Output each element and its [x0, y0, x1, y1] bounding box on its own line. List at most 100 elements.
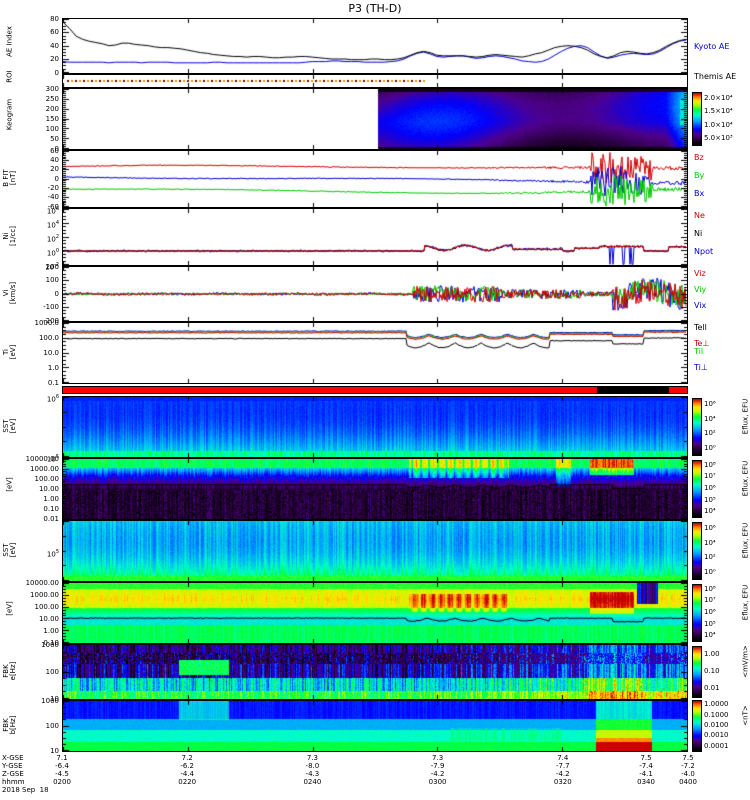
panel-canvas-ti: [63, 323, 687, 383]
panel-fbk-b: [62, 700, 688, 752]
xaxis-row-label-4: 2018 Sep 18: [2, 786, 49, 794]
xaxis-row-label-0: X-GSE: [2, 754, 24, 762]
panel-ti: [62, 322, 688, 384]
ylabel-b-fit: B FIT [nT]: [2, 169, 17, 187]
colorbar-label-esa-e-cb: Eflux, EFU: [741, 460, 750, 497]
ytick-b-fit-1: 40: [50, 155, 59, 164]
xaxis-tick-2-Z-GSE: -4.3: [305, 770, 320, 778]
ytick-vi-4: -200: [43, 316, 59, 325]
panel-canvas-ae-index: [63, 19, 687, 73]
ytick-sst-i-0: 105: [46, 548, 59, 558]
colorbar-keogram-cb: [692, 92, 702, 146]
panel-canvas-sst-e: [63, 397, 687, 457]
xaxis-tick-6-Z-GSE: -4.0: [681, 770, 695, 778]
ytick-vi-3: -100: [43, 303, 59, 311]
ytick-esa-i-5: 0.10: [43, 638, 59, 647]
legend-ni-1: Ni: [694, 229, 703, 238]
xaxis-row-label-3: hhmm: [2, 778, 25, 786]
panel-redbar: [62, 386, 688, 394]
ytick-sst-e-0: 106: [46, 393, 59, 403]
colorbar-sst-i-cb: [692, 522, 702, 580]
ytick-esa-e-1: 1000.00: [30, 464, 59, 473]
colorbar-tick-sst-e-cb-2: 10²: [704, 429, 716, 438]
ytick-ni-0: 106: [46, 205, 59, 215]
ytick-b-fit-2: 20: [50, 165, 59, 174]
xaxis-tick-6-hhmm: 0400: [679, 778, 697, 786]
colorbar-canvas-sst-i-cb: [693, 523, 701, 579]
ytick-esa-i-3: 10.00: [38, 614, 59, 623]
xaxis-tick-3-Z-GSE: -4.2: [430, 770, 445, 778]
xaxis-tick-3-Y-GSE: -7.9: [430, 762, 445, 770]
xaxis-tick-1-hhmm: 0220: [178, 778, 197, 786]
xaxis-tick-0-Z-GSE: -4.5: [55, 770, 69, 778]
legend-ti-1: Te⊥: [694, 339, 710, 348]
xaxis-tick-4-Z-GSE: -4.2: [555, 770, 570, 778]
colorbar-esa-i-cb: [692, 584, 702, 642]
ytick-esa-i-0: 10000.00: [25, 578, 59, 587]
ytick-b-fit-5: -40: [47, 193, 59, 202]
legend-vi-1: Viy: [694, 285, 707, 294]
legend-ae-index-1: Themis AE: [694, 72, 737, 81]
ylabel-esa-i: [eV]: [5, 601, 14, 616]
panel-canvas-b-fit: [63, 151, 687, 207]
legend-vi-2: Vix: [694, 301, 707, 310]
colorbar-label-fbk-e-cb: <mV/m>: [741, 645, 750, 678]
ytick-ae-index-0: 80: [50, 14, 59, 23]
ytick-ni-3: 100: [46, 247, 59, 257]
ylabel-sst-e: SST [eV]: [2, 418, 17, 434]
ytick-esa-i-2: 100.00: [34, 602, 60, 611]
panel-sst-e: [62, 396, 688, 458]
colorbar-tick-esa-i-cb-4: 10⁴: [704, 631, 716, 640]
ytick-fbk-e-1: 100: [45, 667, 59, 676]
panel-canvas-roi: [63, 75, 687, 87]
ytick-sst-e-1: 105: [46, 453, 59, 463]
colorbar-label-fbk-b-cb: <nT>: [741, 705, 750, 726]
ytick-keogram-1: 250: [45, 94, 59, 103]
colorbar-tick-esa-e-cb-3: 10⁵: [704, 495, 716, 504]
legend-ti-3: Ti⊥: [694, 363, 708, 372]
colorbar-tick-fbk-b-cb-1: 0.1000: [704, 710, 729, 719]
ytick-fbk-e-2: 10: [50, 694, 59, 703]
ytick-ti-4: 0.1: [47, 378, 59, 387]
ylabel-keogram: Keogram: [5, 98, 14, 131]
xaxis-tick-3-X-GSE: 7.3: [432, 754, 444, 762]
xaxis-tick-2-X-GSE: 7.3: [306, 754, 318, 762]
colorbar-tick-esa-e-cb-2: 10⁶: [704, 484, 716, 492]
xaxis-tick-3-hhmm: 0300: [428, 778, 447, 786]
colorbar-fbk-e-cb: [692, 646, 702, 698]
ytick-ti-0: 1000.0: [34, 318, 60, 327]
ytick-keogram-5: 50: [50, 134, 59, 143]
xaxis-tick-0-hhmm: 0200: [53, 778, 71, 786]
ytick-esa-e-2: 100.00: [34, 474, 60, 483]
colorbar-fbk-b-cb: [692, 700, 702, 752]
ytick-ni-2: 102: [46, 233, 59, 243]
xaxis-tick-0-X-GSE: 7.1: [56, 754, 68, 762]
ytick-fbk-b-2: 10: [50, 746, 59, 755]
colorbar-canvas-fbk-b-cb: [693, 701, 701, 751]
page-title: P3 (TH-D): [348, 2, 402, 15]
panel-canvas-esa-e: [63, 459, 687, 519]
xaxis-row-label-1: Y-GSE: [2, 762, 23, 770]
legend-b-fit-2: Bx: [694, 189, 705, 198]
colorbar-tick-esa-e-cb-1: 10⁷: [704, 472, 716, 481]
colorbar-tick-keogram-cb-2: 1.0×10⁴: [704, 120, 733, 129]
panel-fbk-e: [62, 644, 688, 700]
colorbar-tick-sst-i-cb-2: 10²: [704, 553, 716, 562]
colorbar-tick-sst-i-cb-3: 10⁰: [704, 567, 716, 576]
colorbar-tick-esa-i-cb-1: 10⁷: [704, 596, 716, 605]
colorbar-tick-keogram-cb-1: 1.5×10⁴: [704, 107, 733, 116]
panel-roi: [62, 74, 688, 88]
ytick-b-fit-4: -20: [47, 183, 59, 192]
panel-ae-index: [62, 18, 688, 74]
legend-ti-2: Til: [694, 347, 704, 356]
ytick-keogram-4: 100: [45, 124, 59, 133]
colorbar-tick-fbk-e-cb-2: 0.01: [704, 684, 720, 693]
legend-ni-2: Npot: [694, 247, 714, 256]
ylabel-ni: Ni [1/cc]: [2, 226, 17, 246]
ytick-ni-1: 104: [46, 219, 59, 229]
panel-canvas-fbk-b: [63, 701, 687, 751]
xaxis-row-label-2: Z-GSE: [2, 770, 24, 778]
ytick-esa-i-1: 1000.00: [30, 590, 59, 599]
colorbar-tick-sst-e-cb-0: 10⁶: [704, 400, 716, 409]
legend-vi-0: Viz: [694, 269, 706, 278]
